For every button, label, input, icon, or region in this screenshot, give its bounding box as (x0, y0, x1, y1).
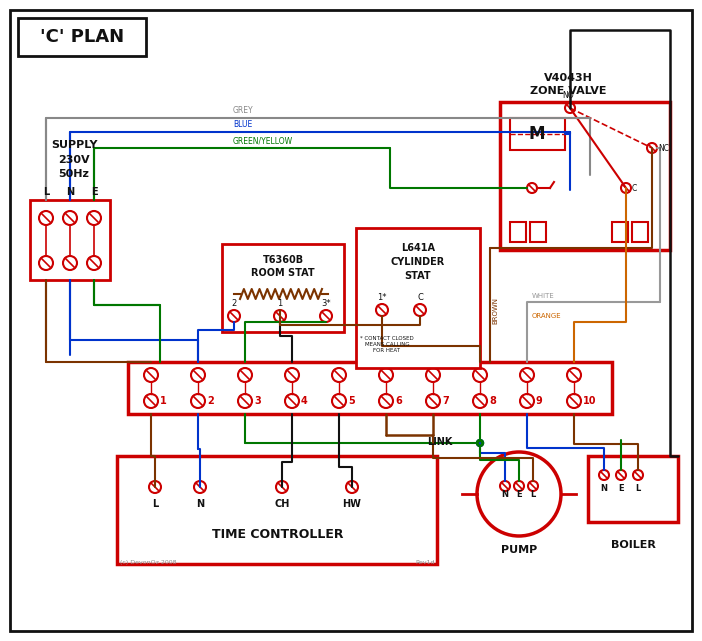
Bar (117, 456, 437, 564)
Text: L641A: L641A (401, 243, 435, 253)
Text: CYLINDER: CYLINDER (391, 257, 445, 267)
Bar (18, 18, 146, 56)
Text: ROOM STAT: ROOM STAT (251, 268, 314, 278)
Text: ORANGE: ORANGE (532, 313, 562, 319)
Text: N: N (196, 499, 204, 509)
Bar (588, 456, 678, 522)
Text: HW: HW (343, 499, 362, 509)
Text: E: E (516, 490, 522, 499)
Text: ZONE VALVE: ZONE VALVE (530, 86, 607, 96)
Text: LINK: LINK (427, 437, 452, 447)
Text: 6: 6 (395, 396, 402, 406)
Bar (530, 222, 546, 242)
Text: C: C (417, 293, 423, 302)
Text: 3*: 3* (322, 299, 331, 308)
Text: E: E (91, 187, 98, 197)
Bar (222, 244, 344, 332)
Text: 9: 9 (536, 396, 543, 406)
Text: C: C (632, 183, 637, 192)
Text: M: M (529, 125, 545, 143)
Text: GREEN/YELLOW: GREEN/YELLOW (233, 136, 293, 145)
Text: (c) DevonOz 2008: (c) DevonOz 2008 (120, 560, 176, 565)
Text: NC: NC (658, 144, 669, 153)
Text: 10: 10 (583, 396, 597, 406)
Bar (500, 102, 670, 250)
Text: 1: 1 (277, 299, 283, 308)
Text: NO: NO (562, 91, 574, 100)
Text: E: E (618, 484, 624, 493)
Text: 1: 1 (160, 396, 167, 406)
Bar (612, 222, 628, 242)
Text: 1*: 1* (377, 293, 387, 302)
Bar (510, 118, 565, 150)
Text: N: N (501, 490, 508, 499)
Text: V4043H: V4043H (543, 73, 592, 83)
Text: 4: 4 (301, 396, 307, 406)
Text: 5: 5 (348, 396, 355, 406)
Text: N: N (600, 484, 607, 493)
Bar (128, 362, 612, 414)
Text: CH: CH (274, 499, 290, 509)
Bar (632, 222, 648, 242)
Text: BROWN: BROWN (492, 297, 498, 324)
Text: PUMP: PUMP (501, 545, 537, 555)
Text: 2: 2 (232, 299, 237, 308)
Text: Rev1d: Rev1d (416, 560, 435, 565)
Text: STAT: STAT (404, 271, 431, 281)
Text: GREY: GREY (233, 106, 253, 115)
Text: L: L (635, 484, 641, 493)
Text: 2: 2 (207, 396, 213, 406)
Text: L: L (152, 499, 158, 509)
Circle shape (477, 440, 484, 447)
Text: BLUE: BLUE (233, 120, 252, 129)
Text: * CONTACT CLOSED
MEANS CALLING
FOR HEAT: * CONTACT CLOSED MEANS CALLING FOR HEAT (360, 336, 413, 353)
Text: 230V: 230V (58, 155, 90, 165)
Text: TIME CONTROLLER: TIME CONTROLLER (212, 528, 344, 540)
Text: 50Hz: 50Hz (58, 169, 89, 179)
Text: BOILER: BOILER (611, 540, 656, 550)
Text: SUPPLY: SUPPLY (51, 140, 98, 150)
Text: L: L (43, 187, 49, 197)
Circle shape (477, 440, 484, 447)
Bar (356, 228, 480, 368)
Text: N: N (66, 187, 74, 197)
Text: L: L (531, 490, 536, 499)
Text: 'C' PLAN: 'C' PLAN (40, 28, 124, 46)
Text: 8: 8 (489, 396, 496, 406)
Bar (30, 200, 110, 280)
Bar (510, 222, 526, 242)
Text: T6360B: T6360B (263, 255, 303, 265)
Text: 3: 3 (254, 396, 260, 406)
Text: 7: 7 (442, 396, 449, 406)
Text: WHITE: WHITE (532, 293, 555, 299)
